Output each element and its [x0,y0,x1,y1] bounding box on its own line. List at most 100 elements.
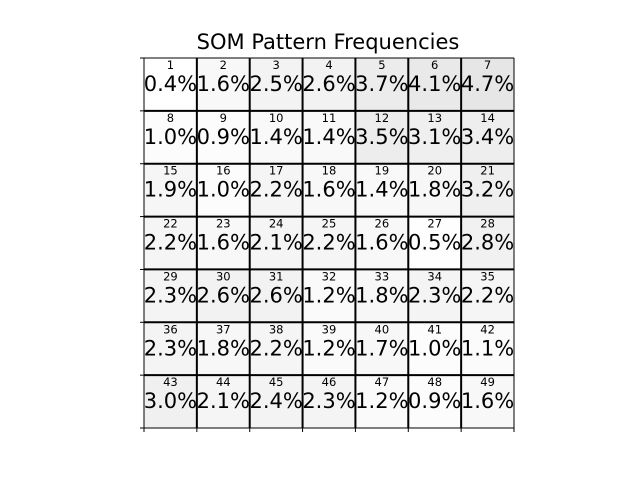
cell-percentage-24: 2.1% [249,231,302,255]
cell-number-23: 23 [216,217,231,231]
heatmap-cell-2 [196,58,250,111]
cell-percentage-34: 2.3% [408,283,461,307]
cell-percentage-49: 1.6% [461,389,514,413]
cell-percentage-9: 0.9% [197,125,250,149]
heatmap-grid [143,57,515,429]
cell-percentage-19: 1.4% [355,178,408,202]
heatmap-cell-49 [461,375,514,428]
cell-percentage-8: 1.0% [144,125,197,149]
cell-number-7: 7 [484,58,491,72]
heatmap-cell-45 [249,375,303,428]
cell-number-42: 42 [480,322,495,336]
cell-number-18: 18 [322,164,337,178]
cell-number-34: 34 [427,269,442,283]
cell-percentage-32: 1.2% [302,283,355,307]
chart-title: SOM Pattern Frequencies [197,30,460,54]
heatmap-cell-18 [302,163,356,217]
cell-percentage-37: 1.8% [197,336,250,360]
cell-percentage-43: 3.0% [144,389,197,413]
cell-percentage-18: 1.6% [302,178,355,202]
heatmap-cell-40 [355,322,409,376]
heatmap-cell-30 [196,269,250,323]
cell-number-26: 26 [375,217,390,231]
cell-number-29: 29 [163,269,178,283]
heatmap-cell-10 [249,110,303,164]
cell-percentage-16: 1.0% [197,178,250,202]
heatmap-cell-28 [461,216,514,270]
cell-number-27: 27 [427,217,442,231]
cell-number-30: 30 [216,269,231,283]
heatmap-cell-20 [408,163,462,217]
cell-percentage-41: 1.0% [408,336,461,360]
cell-number-3: 3 [272,58,279,72]
heatmap-cell-42 [461,322,514,376]
cell-percentage-29: 2.3% [144,283,197,307]
heatmap-cell-44 [196,375,250,428]
cell-percentage-13: 3.1% [408,125,461,149]
cell-number-38: 38 [269,322,284,336]
cell-number-5: 5 [378,58,385,72]
cell-percentage-7: 4.7% [461,72,514,96]
cell-percentage-25: 2.2% [302,231,355,255]
cell-number-36: 36 [163,322,178,336]
cell-percentage-14: 3.4% [461,125,514,149]
heatmap-cells [144,58,514,428]
cell-percentage-36: 2.3% [144,336,197,360]
cell-percentage-1: 0.4% [144,72,197,96]
heatmap-cell-6 [408,58,462,111]
cell-number-10: 10 [269,111,284,125]
heatmap-cell-29 [144,269,197,323]
heatmap-cell-17 [249,163,303,217]
cell-number-6: 6 [431,58,438,72]
cell-percentage-22: 2.2% [144,231,197,255]
cell-percentage-45: 2.4% [249,389,302,413]
cell-percentage-3: 2.5% [249,72,302,96]
heatmap-cell-38 [249,322,303,376]
heatmap-cell-43 [144,375,197,428]
cell-number-44: 44 [216,375,231,389]
cell-number-11: 11 [322,111,337,125]
cell-percentage-33: 1.8% [355,283,408,307]
cell-percentage-42: 1.1% [461,336,514,360]
cell-percentage-23: 1.6% [197,231,250,255]
cell-percentage-40: 1.7% [355,336,408,360]
cell-percentage-27: 0.5% [408,231,461,255]
cell-percentage-26: 1.6% [355,231,408,255]
cell-percentage-30: 2.6% [197,283,250,307]
cell-percentage-5: 3.7% [355,72,408,96]
cell-percentage-48: 0.9% [408,389,461,413]
heatmap-cell-5 [355,58,409,111]
heatmap-cell-35 [461,269,514,323]
cell-number-43: 43 [163,375,178,389]
cell-number-47: 47 [375,375,390,389]
cell-percentage-15: 1.9% [144,178,197,202]
cell-number-33: 33 [375,269,390,283]
cell-number-35: 35 [480,269,495,283]
heatmap-cell-3 [249,58,303,111]
heatmap-cell-9 [196,110,250,164]
cell-number-2: 2 [220,58,227,72]
heatmap-cell-14 [461,110,514,164]
heatmap-cell-32 [302,269,356,323]
cell-number-19: 19 [375,164,390,178]
heatmap-cell-4 [302,58,356,111]
heatmap-cell-23 [196,216,250,270]
cell-percentage-31: 2.6% [249,283,302,307]
cell-percentage-20: 1.8% [408,178,461,202]
heatmap-cell-19 [355,163,409,217]
cell-percentage-6: 4.1% [408,72,461,96]
axis-ticks [140,57,515,432]
cell-number-49: 49 [480,375,495,389]
heatmap-cell-34 [408,269,462,323]
cell-number-32: 32 [322,269,337,283]
cell-number-17: 17 [269,164,284,178]
heatmap-cell-36 [144,322,197,376]
heatmap-cell-13 [408,110,462,164]
heatmap-cell-27 [408,216,462,270]
cell-number-24: 24 [269,217,284,231]
cell-percentage-39: 1.2% [302,336,355,360]
cell-percentage-38: 2.2% [249,336,302,360]
cell-number-48: 48 [427,375,442,389]
cell-number-37: 37 [216,322,231,336]
